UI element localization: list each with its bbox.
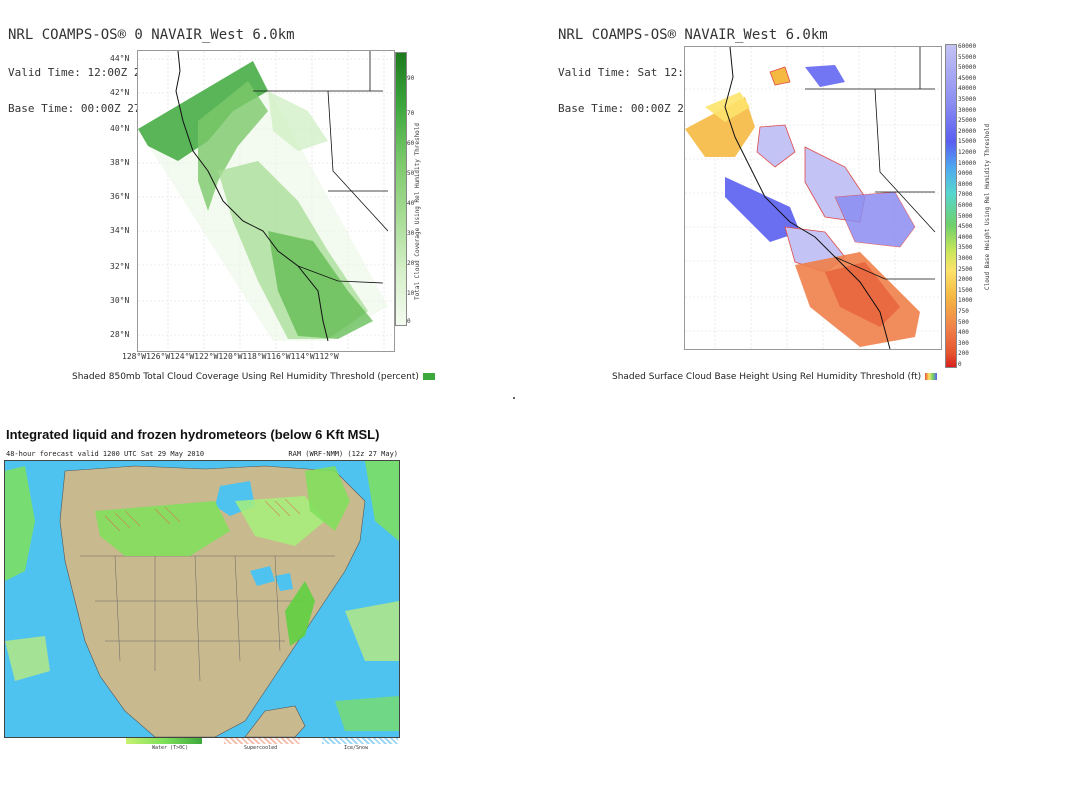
cbar2-tick: 10000 <box>958 159 977 167</box>
cbar2-tick: 200 <box>958 350 969 358</box>
panel3-subtitle: 48-hour forecast valid 1200 UTC Sat 29 M… <box>6 450 205 458</box>
panel2-colorbar-title: Cloud Base Height Using Rel Humidity Thr… <box>984 123 991 290</box>
lon-labels: 128°W126°W124°W122°W120°W118°W116°W114°W… <box>122 352 339 361</box>
panel1-map <box>137 50 395 352</box>
lat-label-34: 34°N <box>110 226 130 235</box>
divider-dot <box>513 397 515 399</box>
legend-ice-label: Ice/Snow <box>344 745 369 751</box>
cbar2-tick: 25000 <box>958 117 977 125</box>
panel2-colorbar <box>945 44 957 368</box>
panel3-subtitle-right: RAM (WRF-NMM) (12z 27 May) <box>288 450 398 458</box>
cbar2-tick: 2000 <box>958 276 973 284</box>
panel2-caption: Shaded Surface Cloud Base Height Using R… <box>612 372 938 382</box>
panel1-title: NRL COAMPS-OS® 0 NAVAIR_West 6.0km <box>8 27 295 43</box>
legend-supercooled-swatch <box>224 738 300 744</box>
cbar2-tick: 60000 <box>958 43 977 50</box>
lat-label-28: 28°N <box>110 330 130 339</box>
cbar-tick: 50 <box>407 170 415 177</box>
cbar2-tick: 750 <box>958 308 969 315</box>
cbar-tick: 20 <box>407 260 415 267</box>
caption-swatch <box>422 373 435 380</box>
cbar2-tick: 3000 <box>958 255 973 262</box>
panel1-caption: Shaded 850mb Total Cloud Coverage Using … <box>72 372 435 382</box>
panel2-title: NRL COAMPS-OS® NAVAIR_West 6.0km <box>558 27 828 43</box>
panel1-colorbar-title: Total Cloud Coverage Using Rel Humidity … <box>414 122 421 300</box>
cloud-base-panel: NRL COAMPS-OS® NAVAIR_West 6.0km Valid T… <box>550 0 1066 400</box>
cbar2-tick: 30000 <box>958 106 977 114</box>
lat-label-30: 30°N <box>110 296 130 305</box>
cbar2-tick: 9000 <box>958 170 973 178</box>
panel3-title: Integrated liquid and frozen hydrometeor… <box>6 427 380 442</box>
cbar2-tick: 4000 <box>958 233 973 241</box>
cbar-tick: 60 <box>407 140 415 147</box>
caption-swatch <box>925 373 938 380</box>
lat-label-38: 38°N <box>110 158 130 167</box>
cbar2-tick: 500 <box>958 318 969 326</box>
panel1-caption-text: Shaded 850mb Total Cloud Coverage Using … <box>72 372 419 382</box>
cbar2-tick: 50000 <box>958 64 977 72</box>
cbar2-tick: 7000 <box>958 191 973 199</box>
cbar2-tick: 2500 <box>958 265 973 273</box>
cbar2-tick: 0 <box>958 361 962 368</box>
cbar2-tick: 3500 <box>958 244 973 252</box>
panel2-map-graphic <box>685 47 941 349</box>
panel2-map <box>684 46 942 350</box>
lat-label-44: 44°N <box>110 54 130 63</box>
cbar2-tick: 45000 <box>958 74 977 82</box>
cbar2-tick: 12000 <box>958 149 977 156</box>
lat-label-42: 42°N <box>110 88 130 97</box>
cbar2-tick: 5000 <box>958 212 973 220</box>
cbar2-tick: 35000 <box>958 96 977 103</box>
cbar2-tick: 1000 <box>958 297 973 305</box>
cbar-tick: 40 <box>407 200 415 207</box>
panel1-map-graphic <box>138 51 394 351</box>
cloud-coverage-panel: NRL COAMPS-OS® 0 NAVAIR_West 6.0km Valid… <box>0 0 520 400</box>
cbar-tick: 0 <box>407 318 411 325</box>
cbar-tick: 10 <box>407 290 415 297</box>
cbar2-tick: 55000 <box>958 53 977 61</box>
cbar2-tick: 4500 <box>958 223 973 231</box>
hydrometeor-panel: 48-hour forecast valid 1200 UTC Sat 29 M… <box>4 450 400 751</box>
cbar-tick: 90 <box>407 75 415 82</box>
cbar2-tick: 6000 <box>958 202 973 209</box>
lat-label-36: 36°N <box>110 192 130 201</box>
cbar2-tick: 300 <box>958 339 969 347</box>
panel3-map-graphic <box>5 461 399 737</box>
legend-water-swatch <box>126 738 202 744</box>
lat-label-32: 32°N <box>110 262 130 271</box>
cbar2-tick: 1500 <box>958 286 973 294</box>
panel3-map <box>4 460 400 738</box>
legend-water-label: Water (T>0C) <box>152 745 189 751</box>
lat-label-40: 40°N <box>110 124 130 133</box>
panel2-caption-text: Shaded Surface Cloud Base Height Using R… <box>612 372 922 382</box>
cbar-tick: 30 <box>407 230 415 237</box>
legend-supercooled-label: Supercooled <box>244 745 278 751</box>
cbar2-tick: 20000 <box>958 127 977 135</box>
cbar2-tick: 8000 <box>958 180 973 188</box>
legend-ice-swatch <box>322 738 398 744</box>
cbar2-tick: 15000 <box>958 138 977 146</box>
cbar2-tick: 400 <box>958 329 969 337</box>
cbar-tick: 70 <box>407 110 415 117</box>
cbar2-tick: 40000 <box>958 85 977 93</box>
panel1-colorbar <box>395 52 407 326</box>
